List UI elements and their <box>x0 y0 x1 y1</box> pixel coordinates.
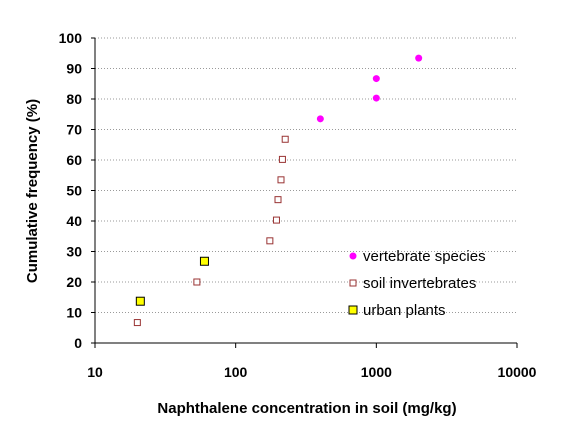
gridlines <box>95 37 517 313</box>
legend: vertebrate species soil invertebrates urba… <box>348 248 486 319</box>
data-point <box>278 155 286 163</box>
data-point <box>199 256 209 266</box>
legend-item: soil invertebrates <box>349 275 476 292</box>
data-point <box>372 75 380 83</box>
data-point <box>281 135 289 143</box>
data-point <box>266 237 274 245</box>
y-tick-label: 100 <box>59 30 83 46</box>
y-tick-label: 50 <box>66 183 82 199</box>
y-axis-title: Cumulative frequency (%) <box>24 99 41 283</box>
data-point <box>135 296 145 306</box>
legend-label: urban plants <box>363 302 446 319</box>
axes <box>91 37 518 348</box>
data-point <box>193 278 201 286</box>
y-tick-label: 30 <box>66 244 82 260</box>
y-tick-label: 20 <box>66 274 82 290</box>
x-tick-label: 10000 <box>498 364 537 380</box>
data-points <box>133 54 423 327</box>
x-tick-label: 1000 <box>361 364 392 380</box>
legend-label: soil invertebrates <box>363 275 476 292</box>
data-point <box>316 115 324 123</box>
x-axis-title: Naphthalene concentration in soil (mg/kg… <box>157 400 456 417</box>
data-point <box>272 216 280 224</box>
x-tick-label: 100 <box>224 364 248 380</box>
tick-labels: 0 10 20 30 40 50 60 70 80 90 100 10 100 1000 10000 <box>59 30 537 380</box>
legend-marker <box>348 305 358 315</box>
data-point <box>277 176 285 184</box>
series-vertebrate-species <box>316 54 423 123</box>
data-point <box>274 196 282 204</box>
series-soil-invertebrates <box>133 135 289 327</box>
legend-marker <box>349 252 357 260</box>
data-point <box>133 319 141 327</box>
y-tick-label: 0 <box>74 335 82 351</box>
data-point <box>415 54 423 62</box>
y-tick-label: 80 <box>66 91 82 107</box>
legend-marker <box>349 279 357 287</box>
y-tick-label: 90 <box>66 61 82 77</box>
y-tick-label: 10 <box>66 305 82 321</box>
legend-item: urban plants <box>348 302 446 319</box>
data-point <box>372 94 380 102</box>
x-tick-label: 10 <box>87 364 103 380</box>
series-urban-plants <box>135 256 209 306</box>
y-tick-label: 70 <box>66 122 82 138</box>
y-tick-label: 60 <box>66 152 82 168</box>
legend-label: vertebrate species <box>363 248 486 265</box>
legend-item: vertebrate species <box>349 248 486 265</box>
y-tick-label: 40 <box>66 213 82 229</box>
